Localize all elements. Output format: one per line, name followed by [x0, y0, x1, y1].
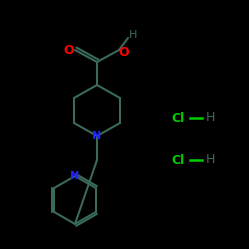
Text: N: N — [70, 171, 80, 181]
Text: O: O — [119, 46, 129, 59]
Text: Cl: Cl — [171, 153, 185, 167]
Text: N: N — [92, 131, 102, 141]
Text: H: H — [129, 30, 137, 40]
Text: O: O — [64, 44, 74, 57]
Text: H: H — [205, 152, 215, 166]
Text: Cl: Cl — [171, 112, 185, 124]
Text: H: H — [205, 111, 215, 124]
